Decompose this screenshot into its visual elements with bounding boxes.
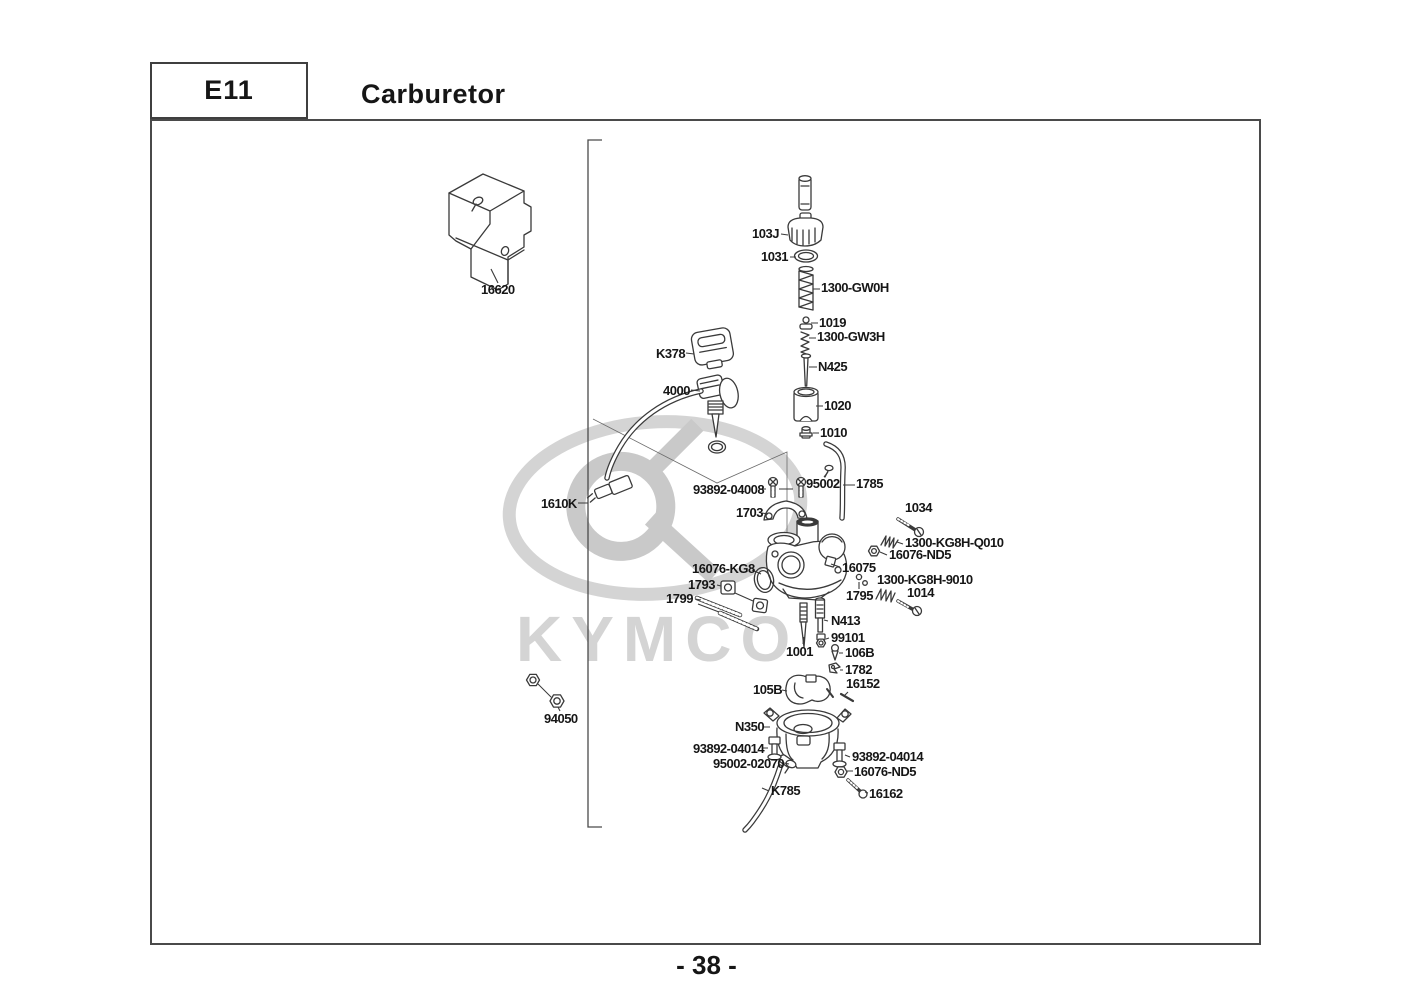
part-label-N425: N425 <box>818 359 848 374</box>
part-label-16152: 16152 <box>846 676 880 691</box>
diagram-group-bracket <box>587 139 602 828</box>
part-label-99101: 99101 <box>831 630 865 645</box>
part-label-1300-KG8H-9010: 1300-KG8H-9010 <box>877 572 973 587</box>
part-drawing-1001 <box>799 602 808 648</box>
part-drawing-screw-93892-04014-right <box>832 742 847 768</box>
part-label-16620: 16620 <box>481 282 515 297</box>
part-drawing-1031 <box>793 249 819 263</box>
part-drawing-spring-1300-KG8H-Q010 <box>880 535 899 549</box>
part-label-95002-02070: 95002-02070 <box>713 756 785 771</box>
part-label-1010: 1010 <box>820 425 847 440</box>
part-drawing-orings-1795 <box>855 573 868 586</box>
section-code-box: E11 <box>150 62 308 119</box>
part-label-1001: 1001 <box>786 644 813 659</box>
part-label-16075: 16075 <box>842 560 876 575</box>
part-drawing-bolts-93892-04008 <box>767 476 807 498</box>
part-drawing-spring-1300-KG8H-9010 <box>875 588 896 603</box>
part-label-1795: 1795 <box>846 588 873 603</box>
part-drawing-cable-tube <box>798 175 812 211</box>
part-label-N413: N413 <box>831 613 861 628</box>
part-drawing-94050 <box>525 673 565 708</box>
section-code: E11 <box>204 75 254 105</box>
part-drawing-1034 <box>896 517 925 538</box>
part-drawing-1782 <box>828 662 841 674</box>
part-label-1610K: 1610K <box>541 496 577 511</box>
part-label-K378: K378 <box>656 346 686 361</box>
kymco-watermark-logo <box>502 415 808 601</box>
part-label-16076-ND5: 16076-ND5 <box>854 764 917 779</box>
part-label-1019: 1019 <box>819 315 846 330</box>
part-label-1300-KG8H-Q010: 1300-KG8H-Q010 <box>905 535 1004 550</box>
part-label-93892-04014: 93892-04014 <box>693 741 765 756</box>
part-label-93892-04014: 93892-04014 <box>852 749 924 764</box>
part-drawing-16620 <box>448 173 532 291</box>
part-label-K785: K785 <box>771 783 801 798</box>
page-title: Carburetor <box>361 79 506 109</box>
part-drawing-screw-93892-04014-left <box>767 736 782 761</box>
part-label-103J: 103J <box>752 226 779 241</box>
part-label-N350: N350 <box>735 719 765 734</box>
diagram-frame <box>150 119 1261 945</box>
part-drawing-1019 <box>799 316 813 330</box>
part-drawing-4000 <box>586 374 739 503</box>
part-label-94050: 94050 <box>544 711 578 726</box>
part-drawing-1020 <box>793 386 819 422</box>
kymco-watermark-text: KYMCO <box>516 603 799 675</box>
part-drawing-1010 <box>799 426 813 439</box>
part-drawing-1703 <box>763 500 808 521</box>
part-label-105B: 105B <box>753 682 783 697</box>
construction-lines <box>592 418 788 535</box>
part-drawing-103J <box>787 212 824 247</box>
part-drawing-99101 <box>815 633 827 648</box>
part-label-1014: 1014 <box>907 585 934 600</box>
parts-artwork <box>448 173 925 833</box>
part-drawing-N413 <box>814 597 826 633</box>
part-drawing-1799 <box>694 595 760 632</box>
part-drawing-N350 <box>763 707 852 769</box>
part-drawing-1793 <box>720 580 769 614</box>
part-drawing-16152 <box>839 692 855 703</box>
part-label-1785: 1785 <box>856 476 883 491</box>
part-label-1034: 1034 <box>905 500 932 515</box>
part-label-1793: 1793 <box>688 577 715 592</box>
part-label-1300-GW0H: 1300-GW0H <box>821 280 889 295</box>
part-label-93892-04008: 93892-04008 <box>693 482 765 497</box>
part-drawing-clamp-95002-02070 <box>784 759 797 774</box>
part-drawing-spring-1300-GW0H <box>798 265 814 311</box>
part-drawing-spring-1300-GW3H <box>800 331 810 356</box>
part-drawing-carburetor-body <box>765 517 848 601</box>
part-label-1031: 1031 <box>761 249 788 264</box>
part-drawing-N425 <box>800 353 812 387</box>
page-number: - 38 - <box>676 950 737 980</box>
part-label-16162: 16162 <box>869 786 903 801</box>
part-drawing-16076-ND5-bottom <box>834 766 848 778</box>
part-drawing-106B <box>830 643 840 661</box>
leader-lines <box>490 233 904 794</box>
part-label-16076-KG8: 16076-KG8 <box>692 561 755 576</box>
part-drawing-hose-K785 <box>742 764 783 833</box>
part-label-106B: 106B <box>845 645 875 660</box>
part-drawing-hose-1785 <box>823 441 846 521</box>
part-label-1703: 1703 <box>736 505 763 520</box>
part-drawing-1014 <box>896 599 923 617</box>
part-label-1799: 1799 <box>666 591 693 606</box>
part-label-1300-GW3H: 1300-GW3H <box>817 329 885 344</box>
part-label-1020: 1020 <box>824 398 851 413</box>
part-drawing-16076-KG8 <box>753 566 775 594</box>
part-label-16076-ND5: 16076-ND5 <box>889 547 952 562</box>
part-label-95002: 95002 <box>806 476 840 491</box>
part-drawing-16162 <box>846 778 868 799</box>
part-label-1782: 1782 <box>845 662 872 677</box>
part-drawing-16076-ND5-top <box>867 545 881 557</box>
part-drawing-K378 <box>690 327 735 370</box>
part-drawing-105B <box>785 674 834 705</box>
part-label-4000: 4000 <box>663 383 690 398</box>
